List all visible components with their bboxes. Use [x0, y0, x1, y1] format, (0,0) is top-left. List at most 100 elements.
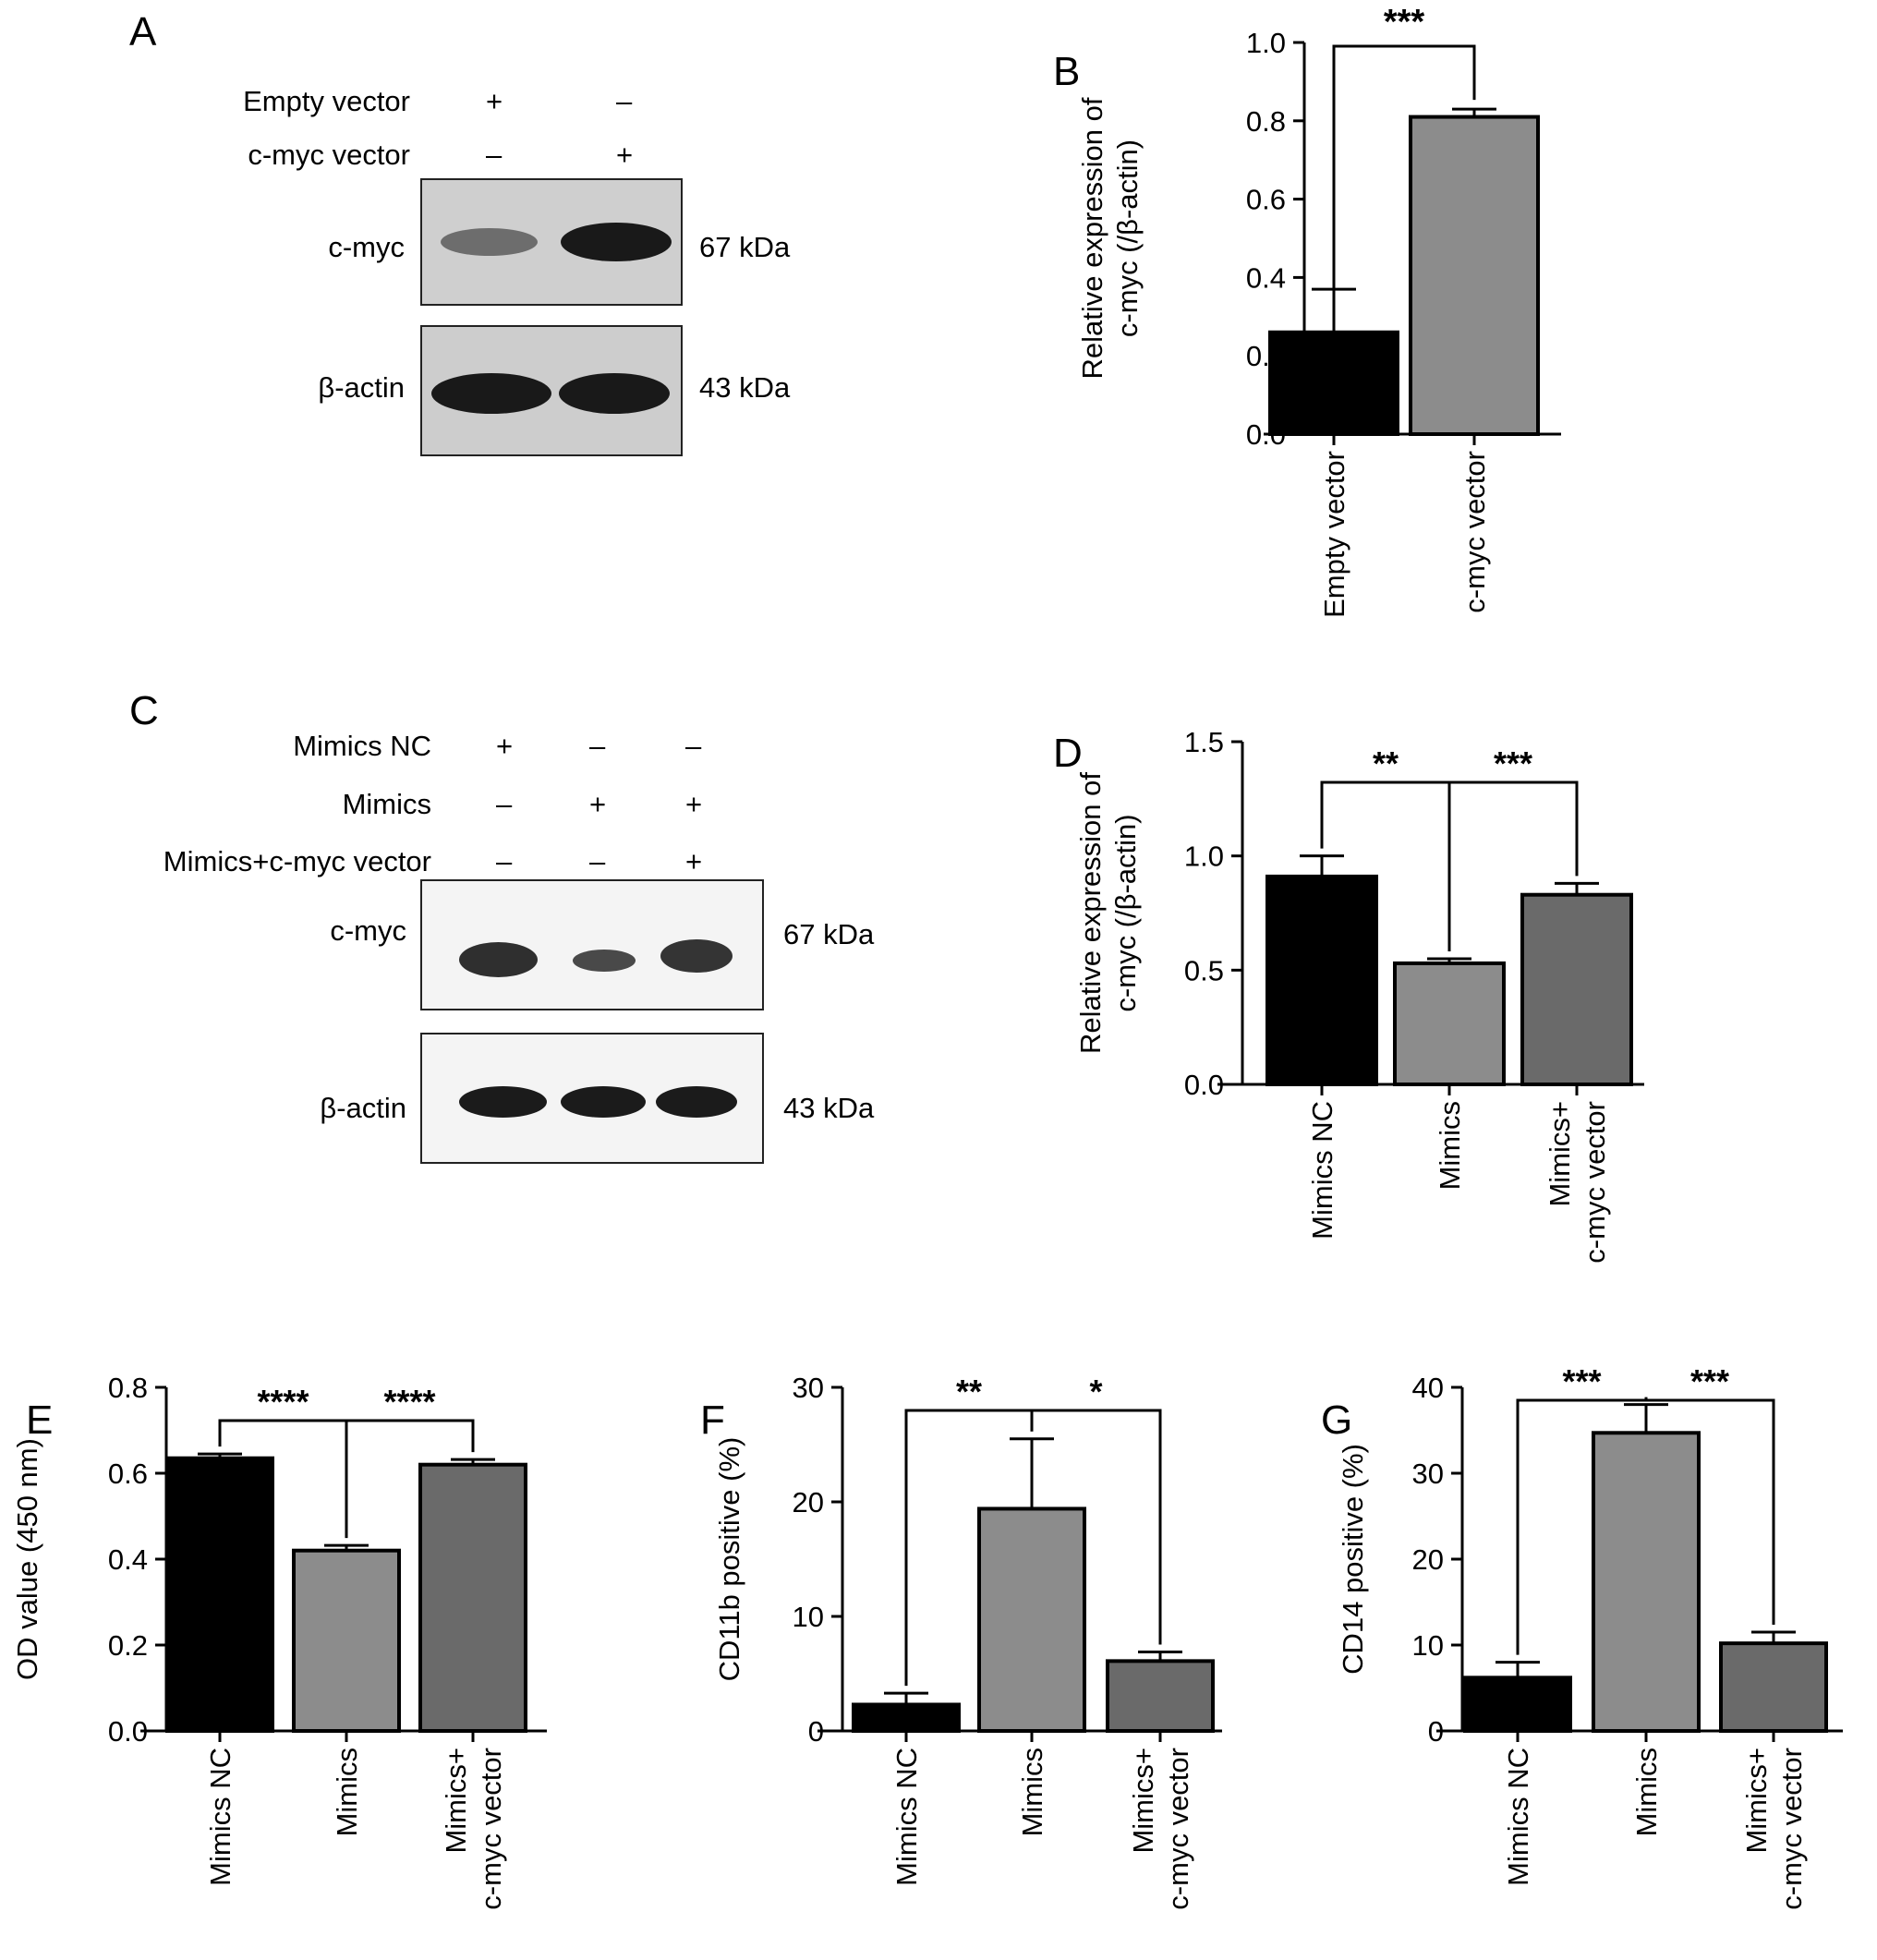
panel-letter: G	[1321, 1397, 1352, 1443]
y-tick-label: 1.0	[1184, 841, 1224, 873]
band	[441, 228, 538, 256]
band	[459, 1086, 547, 1118]
blot-label-beta-actin: β-actin	[318, 371, 405, 404]
panel-letter: B	[1053, 49, 1080, 94]
row-mark: –	[496, 845, 513, 877]
bar	[1592, 1431, 1701, 1734]
bar	[1265, 874, 1378, 1087]
significance-stars: ***	[1384, 3, 1425, 42]
panel-letter: F	[700, 1397, 725, 1443]
y-tick-label: 0.6	[108, 1458, 148, 1490]
blot-size-43kda: 43 kDa	[783, 1092, 875, 1124]
bar	[165, 1456, 274, 1733]
blot-size-67kda: 67 kDa	[783, 918, 875, 950]
significance-stars: *	[1089, 1373, 1102, 1410]
y-tick-label: 0.8	[108, 1372, 148, 1404]
significance-stars: ***	[1690, 1362, 1729, 1400]
bar	[977, 1506, 1086, 1733]
band	[573, 950, 636, 972]
y-axis-label: CD11b positive (%)	[713, 1437, 745, 1682]
y-tick-label: 30	[793, 1372, 824, 1404]
row-mark: +	[589, 788, 607, 820]
y-tick-label: 10	[1412, 1629, 1444, 1662]
band	[656, 1086, 737, 1118]
x-tick-label: Mimics NC	[204, 1748, 236, 1886]
row-label-mimics: Mimics	[342, 788, 431, 820]
blot-label-beta-actin: β-actin	[320, 1092, 406, 1124]
bar	[852, 1702, 961, 1733]
bar	[292, 1548, 401, 1733]
row-mark: +	[685, 788, 703, 820]
blot-label-c-myc: c-myc	[328, 231, 405, 263]
y-axis-label: c-myc (/β-actin)	[1109, 814, 1142, 1011]
band	[559, 373, 670, 414]
x-tick-label: c-myc vector	[1459, 451, 1491, 613]
band	[459, 942, 538, 977]
band	[561, 223, 672, 261]
panel-letter-a: A	[129, 9, 157, 54]
row-label-c-myc-vector: c-myc vector	[248, 139, 410, 171]
blot-size-43kda: 43 kDa	[699, 371, 791, 404]
band	[660, 939, 733, 973]
blot-size-67kda: 67 kDa	[699, 231, 791, 263]
x-tick-label: Mimics	[1016, 1748, 1048, 1836]
y-tick-label: 0.5	[1184, 954, 1224, 986]
blot-c-myc-c	[420, 879, 764, 1010]
x-tick-label: Mimics NC	[890, 1748, 923, 1886]
y-tick-label: 0.2	[108, 1629, 148, 1662]
y-tick-label: 20	[1412, 1543, 1444, 1576]
row-mark: +	[496, 730, 514, 762]
blot-beta-actin-c	[420, 1033, 764, 1164]
x-tick-label: Mimics NC	[1502, 1748, 1534, 1886]
bar	[1106, 1659, 1215, 1733]
row-label-mimics-c-myc-vector: Mimics+c-myc vector	[163, 845, 431, 877]
band	[561, 1086, 646, 1118]
bar	[1520, 892, 1633, 1086]
y-axis-label: OD value (450 nm)	[11, 1438, 43, 1680]
y-tick-label: 0.0	[1184, 1069, 1224, 1101]
blot-label-c-myc: c-myc	[330, 914, 406, 947]
y-tick-label: 1.0	[1246, 27, 1286, 59]
panel-letter-c: C	[129, 688, 159, 733]
row-mark: +	[685, 845, 703, 877]
y-tick-label: 0.4	[1246, 261, 1286, 294]
row-mark: +	[616, 139, 634, 171]
chart-panel-e: E0.00.20.40.60.8OD value (450 nm)Mimics …	[11, 1372, 547, 1910]
significance-stars: ***	[1562, 1362, 1601, 1400]
y-axis-label: Relative expression of	[1076, 97, 1108, 379]
x-tick-label: c-myc vector	[1775, 1748, 1808, 1910]
bar	[1463, 1676, 1572, 1733]
x-tick-label: Mimics+	[1127, 1748, 1159, 1854]
blot-beta-actin-a	[420, 325, 683, 456]
x-tick-label: Mimics NC	[1306, 1101, 1338, 1240]
y-tick-label: 1.5	[1184, 726, 1224, 758]
row-mark: +	[486, 85, 503, 117]
bar	[418, 1462, 527, 1733]
y-tick-label: 0.8	[1246, 105, 1286, 138]
row-label-mimics-nc: Mimics NC	[293, 730, 431, 762]
y-tick-label: 0	[808, 1715, 824, 1748]
bar	[1268, 330, 1399, 437]
x-tick-label: c-myc vector	[1162, 1748, 1194, 1910]
row-mark: –	[486, 139, 503, 171]
band	[431, 373, 551, 414]
x-tick-label: c-myc vector	[1579, 1101, 1611, 1264]
x-tick-label: c-myc vector	[475, 1748, 507, 1910]
x-tick-label: Mimics+	[1740, 1748, 1773, 1854]
y-tick-label: 0.6	[1246, 184, 1286, 216]
x-tick-label: Mimics	[1630, 1748, 1663, 1836]
chart-panel-g: G 0 10 20 30 40 CD14 positive (%) Mimics NC Mimi…	[1321, 1362, 1843, 1910]
blot-c-myc-a	[420, 178, 683, 306]
panel-letter: D	[1053, 731, 1083, 776]
x-tick-label: Empty vector	[1318, 451, 1350, 618]
bar	[1719, 1641, 1828, 1734]
panel-letter: E	[26, 1397, 53, 1443]
y-axis-label: Relative expression of	[1074, 772, 1107, 1054]
y-tick-label: 40	[1412, 1372, 1444, 1404]
significance-stars: ****	[383, 1383, 435, 1421]
y-tick-label: 0.4	[108, 1543, 148, 1576]
row-mark: –	[589, 845, 606, 877]
significance-stars: **	[1373, 744, 1399, 782]
